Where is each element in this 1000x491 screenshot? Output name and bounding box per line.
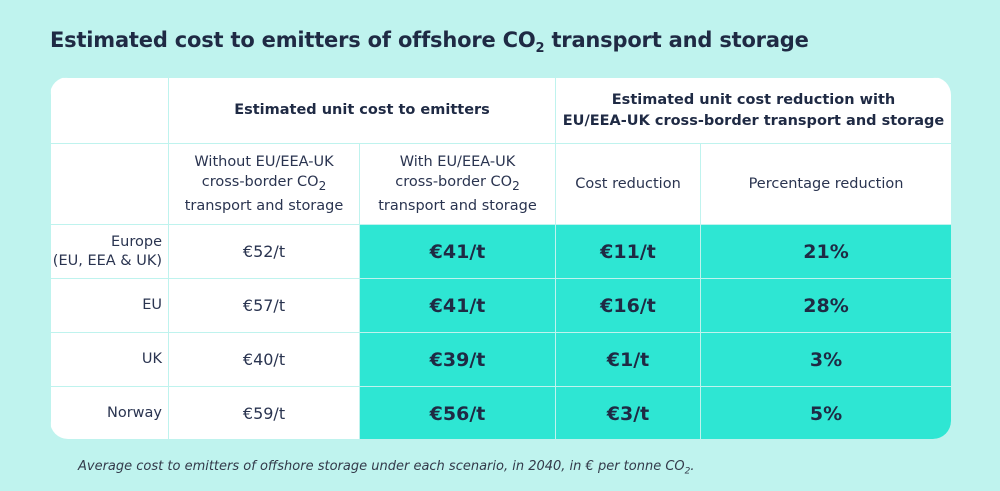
- cell-with: €39/t: [359, 332, 556, 387]
- cell-without: €52/t: [168, 224, 360, 279]
- cell-with: €41/t: [359, 278, 556, 333]
- subheader-corner-cell: [50, 143, 169, 225]
- table-row: Norway €59/t €56/t €3/t 5%: [50, 386, 951, 439]
- column-header-without: Without EU/EEA-UK cross-border CO2 transpo…: [168, 143, 360, 225]
- cell-reduction: €11/t: [555, 224, 701, 279]
- row-label: Europe (EU, EEA & UK): [50, 224, 169, 279]
- cell-with: €56/t: [359, 386, 556, 439]
- cell-percent: 3%: [699, 332, 951, 387]
- cell-reduction: €1/t: [555, 332, 701, 387]
- cell-percent: 5%: [699, 386, 951, 439]
- cell-without: €40/t: [168, 332, 360, 387]
- row-label: UK: [50, 332, 169, 387]
- cost-table-card: Estimated unit cost to emitters Estimate…: [50, 77, 951, 439]
- footnote: Average cost to emitters of offshore sto…: [78, 459, 695, 477]
- cell-with: €41/t: [359, 224, 556, 279]
- cell-percent: 28%: [699, 278, 951, 333]
- group-header-unit-cost: Estimated unit cost to emitters: [168, 77, 556, 144]
- cell-reduction: €16/t: [555, 278, 701, 333]
- cell-without: €57/t: [168, 278, 360, 333]
- cell-without: €59/t: [168, 386, 360, 439]
- column-header-cost-reduction: Cost reduction: [555, 143, 701, 225]
- group-header-cost-reduction: Estimated unit cost reduction with EU/EEA…: [554, 77, 951, 144]
- page-title: Estimated cost to emitters of offshore C…: [50, 28, 809, 57]
- table-row: UK €40/t €39/t €1/t 3%: [50, 332, 951, 387]
- row-label: Norway: [50, 386, 169, 439]
- row-label: EU: [50, 278, 169, 333]
- table-row: EU €57/t €41/t €16/t 28%: [50, 278, 951, 333]
- header-corner-cell: [50, 77, 169, 144]
- column-header-percentage-reduction: Percentage reduction: [699, 143, 951, 225]
- cell-percent: 21%: [699, 224, 951, 279]
- table-row: Europe (EU, EEA & UK) €52/t €41/t €11/t 2…: [50, 224, 951, 279]
- column-header-with: With EU/EEA-UK cross-border CO2 transport …: [359, 143, 556, 225]
- cost-table: Estimated unit cost to emitters Estimate…: [50, 77, 951, 439]
- cell-reduction: €3/t: [555, 386, 701, 439]
